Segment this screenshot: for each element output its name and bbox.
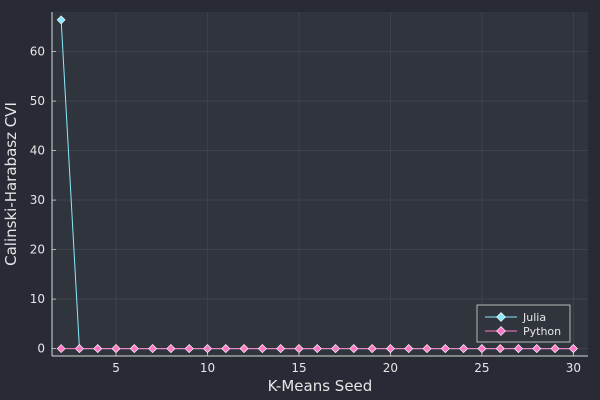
data-point-python	[56, 344, 66, 354]
data-point-python	[367, 344, 377, 354]
y-tick-label: 50	[30, 94, 45, 108]
data-point-python	[75, 344, 84, 354]
data-point-python	[221, 344, 231, 354]
data-point-python	[404, 344, 414, 354]
y-tick-label: 20	[30, 243, 45, 257]
y-tick-label: 30	[30, 193, 45, 207]
x-tick-label: 25	[474, 361, 489, 375]
data-point-python	[257, 344, 267, 354]
data-point-python	[93, 344, 103, 354]
y-tick-label: 40	[30, 144, 45, 158]
y-tick-label: 10	[30, 292, 45, 306]
y-axis-label: Calinski-Harabasz CVI	[2, 102, 20, 266]
data-point-python	[422, 344, 432, 354]
data-point-python	[550, 344, 560, 354]
data-point-python	[331, 344, 340, 354]
data-point-python	[111, 344, 121, 354]
data-point-python	[166, 344, 176, 354]
data-point-python	[239, 344, 249, 354]
legend-marker-python	[496, 326, 506, 336]
data-point-python	[386, 344, 395, 354]
x-tick-label: 5	[112, 361, 120, 375]
data-point-python	[312, 344, 322, 354]
data-point-python	[203, 344, 212, 354]
legend-marker-julia	[496, 312, 506, 322]
data-point-python	[477, 344, 487, 354]
data-point-python	[184, 344, 194, 354]
data-point-python	[294, 344, 304, 354]
axes	[51, 12, 588, 357]
x-tick-label: 15	[291, 361, 306, 375]
legend-label-python: Python	[523, 325, 561, 338]
data-point-python	[568, 344, 578, 354]
legend-label-julia: Julia	[522, 311, 546, 324]
x-tick-label: 20	[383, 361, 398, 375]
series-layer	[56, 15, 578, 354]
grid	[52, 12, 588, 356]
data-point-julia	[56, 15, 66, 25]
legend-box	[476, 304, 571, 343]
y-tick-label: 0	[37, 342, 45, 356]
data-point-python	[440, 344, 450, 354]
series-python	[56, 344, 578, 354]
data-point-python	[459, 344, 469, 354]
data-point-python	[495, 344, 505, 354]
data-point-python	[129, 344, 139, 354]
data-point-python	[349, 344, 359, 354]
data-point-python	[148, 344, 158, 354]
plot-area	[52, 12, 588, 356]
y-tick-label: 60	[30, 45, 45, 59]
x-tick-label: 30	[566, 361, 581, 375]
tick-labels: 5 10 15 20 25 30 0 10 20 30 40 50 60	[30, 45, 581, 375]
data-point-python	[276, 344, 286, 354]
x-axis-label: K-Means Seed	[268, 377, 373, 395]
data-point-python	[514, 344, 523, 354]
x-tick-label: 10	[200, 361, 215, 375]
data-point-python	[532, 344, 542, 354]
